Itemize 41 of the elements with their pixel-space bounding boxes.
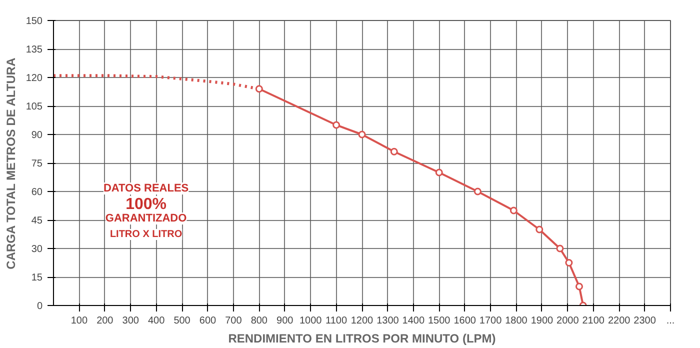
x-tick-label: 1000 xyxy=(299,316,322,326)
x-tick-label: ... xyxy=(666,316,675,326)
x-tick-label: 2300 xyxy=(634,316,656,326)
x-tick-label: 1800 xyxy=(505,316,528,326)
x-tick-label: 200 xyxy=(96,316,114,326)
y-tick-label: 120 xyxy=(26,73,43,84)
y-tick-label: 45 xyxy=(31,216,43,226)
x-tick-label: 1100 xyxy=(326,316,348,326)
y-tick-label: 15 xyxy=(31,272,43,284)
x-tick-label: 400 xyxy=(148,316,166,326)
x-tick-label: 1400 xyxy=(402,316,425,326)
y-tick-label: 60 xyxy=(31,187,43,198)
annotation: LITRO X LITRO xyxy=(110,229,182,240)
x-tick-label: 1300 xyxy=(376,316,400,326)
y-tick-label: 90 xyxy=(31,130,43,141)
x-tick-label: 1500 xyxy=(428,316,451,326)
x-tick-label: 300 xyxy=(122,316,140,326)
x-tick-label: 100 xyxy=(70,316,88,326)
y-tick-label: 135 xyxy=(26,44,43,56)
annotation: GARANTIZADO xyxy=(105,212,188,224)
x-tick-label: 1200 xyxy=(350,316,374,326)
x-tick-label: 800 xyxy=(250,316,268,326)
y-axis-title: CARGA TOTAL METROS DE ALTURA xyxy=(4,57,18,270)
x-tick-label: 2100 xyxy=(582,316,605,326)
annotation: DATOS REALES xyxy=(103,182,189,194)
x-tick-label: 600 xyxy=(199,316,217,326)
y-tick-label: 105 xyxy=(26,102,43,112)
x-tick-label: 900 xyxy=(276,316,294,326)
x-axis-title: RENDIMIENTO EN LITROS POR MINUTO (LPM) xyxy=(228,332,496,346)
annotation: 100% xyxy=(126,196,167,213)
x-tick-label: 700 xyxy=(225,316,242,326)
y-tick-label: 30 xyxy=(31,244,43,255)
y-tick-label: 150 xyxy=(26,16,43,27)
x-tick-label: 1700 xyxy=(479,316,502,326)
y-tick-label: 0 xyxy=(36,301,43,312)
x-tick-label: 2200 xyxy=(608,316,631,326)
y-tick-label: 75 xyxy=(31,158,43,170)
x-tick-label: 2000 xyxy=(556,316,580,326)
x-tick-label: 500 xyxy=(174,316,191,326)
x-tick-label: 1600 xyxy=(454,316,476,326)
x-tick-label: 1900 xyxy=(530,316,554,326)
